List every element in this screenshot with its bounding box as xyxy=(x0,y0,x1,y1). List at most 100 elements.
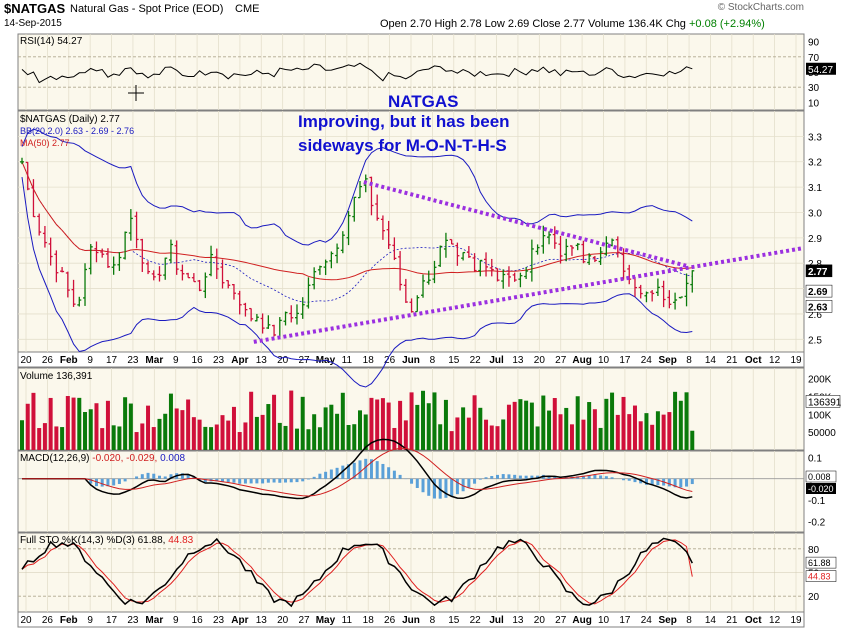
volume-bar xyxy=(615,414,620,450)
volume-bar xyxy=(42,423,47,450)
volume-bar xyxy=(575,396,580,450)
rsi-line xyxy=(21,62,693,84)
volume-bar xyxy=(632,405,637,450)
volume-bar xyxy=(186,399,191,450)
macd-histogram-bar xyxy=(536,475,540,479)
volume-y-tick: 50000 xyxy=(808,428,836,439)
volume-bar xyxy=(128,403,133,450)
x-tick-label-bottom: Feb xyxy=(60,615,78,626)
volume-bar xyxy=(661,414,666,450)
macd-histogram-bar xyxy=(673,478,677,488)
macd-histogram-bar xyxy=(140,474,144,479)
x-tick-label-bottom: 8 xyxy=(430,615,436,626)
macd-histogram-bar xyxy=(318,473,322,479)
x-tick-label-top: 20 xyxy=(20,355,32,366)
x-tick-label-top: 9 xyxy=(87,355,93,366)
volume-bar xyxy=(60,427,65,450)
volume-bar xyxy=(667,412,672,450)
volume-bar xyxy=(443,399,448,450)
sto-y-tick: 80 xyxy=(808,545,820,556)
macd-histogram-bar xyxy=(593,474,597,479)
volume-bar xyxy=(294,428,299,450)
volume-bar xyxy=(277,422,282,450)
instrument-name: Natural Gas - Spot Price (EOD) xyxy=(70,3,224,15)
macd-histogram-bar xyxy=(135,476,139,479)
macd-histogram-bar xyxy=(123,478,127,482)
sto-k-line xyxy=(21,537,693,608)
macd-histogram-bar xyxy=(415,478,419,489)
macd-histogram-bar xyxy=(587,475,591,479)
chg-value: +0.08 (+2.94%) xyxy=(689,18,765,30)
sto-title-part: Full STO %K(14,3) %D(3) xyxy=(20,535,135,546)
macd-histogram-bar xyxy=(650,478,654,485)
annotation-line-3: sideways for M-O-N-T-H-S xyxy=(298,136,507,155)
volume-bar xyxy=(203,426,208,450)
volume-bar xyxy=(472,395,477,450)
volume-bar xyxy=(403,420,408,450)
chg-label: Chg xyxy=(665,18,686,30)
macd-histogram-bar xyxy=(255,478,259,484)
macd-histogram-bar xyxy=(89,478,93,484)
x-tick-label-bottom: Aug xyxy=(572,615,591,626)
volume-bar xyxy=(524,400,529,450)
macd-histogram-bar xyxy=(261,478,265,484)
volume-bar xyxy=(352,424,357,450)
macd-histogram-bar xyxy=(387,467,391,479)
macd-histogram-bar xyxy=(364,458,368,479)
annotation-line-2: Improving, but it has been xyxy=(298,112,510,131)
volume-bar xyxy=(140,423,145,450)
volume-bar xyxy=(392,427,397,450)
macd-histogram-bar xyxy=(553,476,557,479)
x-tick-label-top: 8 xyxy=(430,355,436,366)
volume-bar xyxy=(312,414,317,450)
macd-histogram-bar xyxy=(146,472,150,479)
macd-histogram-bar xyxy=(94,478,98,487)
macd-histogram-bar xyxy=(352,462,356,479)
x-tick-label-top: Apr xyxy=(231,355,248,366)
macd-histogram-bar xyxy=(369,459,373,479)
macd-histogram-bar xyxy=(180,473,184,479)
price-y-tick: 2.9 xyxy=(808,234,822,245)
price-label-box xyxy=(805,300,833,313)
macd-histogram-bar xyxy=(599,475,603,479)
volume-bar xyxy=(346,424,351,450)
macd-histogram-bar xyxy=(306,478,310,480)
macd-histogram-bar xyxy=(547,475,551,479)
chart-date: 14-Sep-2015 xyxy=(4,18,62,29)
x-tick-label-top: 20 xyxy=(534,355,546,366)
x-tick-label-top: 12 xyxy=(769,355,781,366)
ticker: $NATGAS xyxy=(4,1,66,16)
x-tick-label-bottom: 24 xyxy=(641,615,653,626)
price-y-tick: 3.2 xyxy=(808,158,822,169)
volume-bar xyxy=(111,425,116,450)
x-tick-label-bottom: 14 xyxy=(705,615,717,626)
macd-histogram-bar xyxy=(461,478,465,492)
sto-last-label-1: 61.88 xyxy=(808,558,831,568)
macd-histogram-bar xyxy=(203,478,207,483)
x-tick-label-bottom: 12 xyxy=(769,615,781,626)
x-tick-label-top: 24 xyxy=(641,355,653,366)
x-tick-label-top: 13 xyxy=(256,355,268,366)
x-tick-label-bottom: Jul xyxy=(489,615,504,626)
x-tick-label-bottom: Jun xyxy=(402,615,420,626)
macd-histogram-bar xyxy=(249,478,253,484)
volume-bar xyxy=(237,432,242,450)
price-label: 2.69 xyxy=(808,287,828,298)
x-tick-label-top: 20 xyxy=(277,355,289,366)
macd-histogram-bar xyxy=(656,478,660,486)
volume-bar xyxy=(243,422,248,450)
macd-histogram-bar xyxy=(421,478,425,493)
volume-bar xyxy=(77,397,82,450)
sto-title-part: 44.83 xyxy=(165,535,193,546)
x-tick-label-top: Sep xyxy=(658,355,676,366)
macd-histogram-bar xyxy=(576,476,580,479)
macd-signal-line xyxy=(22,447,693,497)
volume-bar xyxy=(581,419,586,450)
volume-bar xyxy=(71,397,76,450)
volume-bar xyxy=(134,432,139,450)
macd-histogram-bar xyxy=(690,478,694,485)
x-tick-label-top: 26 xyxy=(384,355,396,366)
x-tick-label-bottom: 26 xyxy=(384,615,396,626)
macd-histogram-bar xyxy=(312,476,316,479)
volume-bar xyxy=(386,402,391,450)
